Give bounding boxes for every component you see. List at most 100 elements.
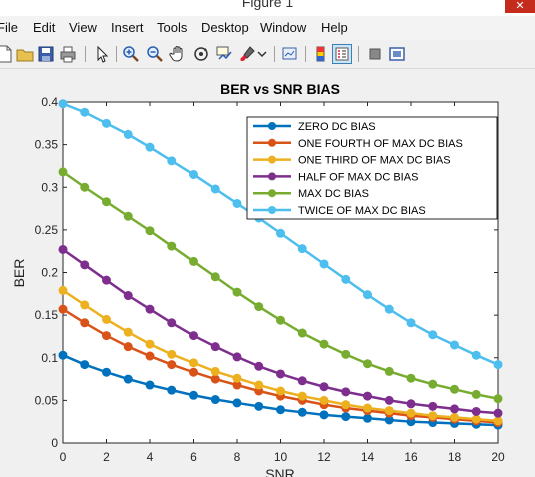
pan-hand-icon[interactable] (169, 45, 187, 63)
data-point (103, 119, 111, 127)
data-point (124, 328, 132, 336)
data-point (124, 292, 132, 300)
data-point (277, 406, 285, 414)
data-point (124, 343, 132, 351)
data-point (103, 368, 111, 376)
data-point (494, 409, 502, 417)
data-cursor-icon[interactable] (215, 45, 233, 63)
y-tick-label: 0.15 (35, 308, 59, 322)
data-point (81, 301, 89, 309)
show-plot-tools-icon[interactable] (388, 45, 406, 63)
data-point (342, 350, 350, 358)
figure-canvas: BER vs SNR BIAS SNR BER 0 2 4 6 8 10 12 14 16 18 2… (0, 69, 535, 477)
toolbar-separator (274, 46, 275, 62)
zoom-out-icon[interactable] (146, 45, 164, 63)
data-point (385, 407, 393, 415)
data-point (168, 350, 176, 358)
data-point (168, 361, 176, 369)
data-point (320, 383, 328, 391)
data-point (211, 375, 219, 383)
x-tick-label: 0 (60, 450, 67, 464)
legend-icon[interactable] (333, 45, 351, 63)
data-point (103, 276, 111, 284)
menu-help[interactable]: Help (321, 20, 348, 35)
close-button[interactable]: ✕ (505, 0, 535, 13)
zoom-in-icon[interactable] (122, 45, 140, 63)
data-point (451, 413, 459, 421)
data-point (407, 400, 415, 408)
x-tick-label: 14 (361, 450, 375, 464)
x-axis-label: SNR (265, 466, 295, 477)
data-point (364, 291, 372, 299)
legend-marker (268, 206, 276, 214)
chart-title: BER vs SNR BIAS (220, 81, 340, 97)
legend-marker (268, 189, 276, 197)
y-tick-label: 0.1 (41, 351, 58, 365)
data-point (407, 374, 415, 382)
link-plot-icon[interactable] (281, 45, 299, 63)
data-point (451, 385, 459, 393)
data-point (255, 381, 263, 389)
legend-entry-label: HALF OF MAX DC BIAS (298, 171, 418, 183)
data-point (320, 411, 328, 419)
y-tick-label: 0.3 (41, 180, 58, 194)
chevron-down-icon[interactable] (253, 45, 271, 63)
data-point (255, 303, 263, 311)
data-point (124, 212, 132, 220)
open-file-icon[interactable] (16, 45, 34, 63)
menu-edit[interactable]: Edit (33, 20, 55, 35)
legend-marker (268, 156, 276, 164)
menu-file[interactable]: File (0, 20, 18, 35)
save-icon[interactable] (37, 45, 55, 63)
data-point (451, 341, 459, 349)
x-tick-label: 18 (448, 450, 462, 464)
menu-tools[interactable]: Tools (157, 20, 187, 35)
data-point (364, 414, 372, 422)
new-figure-icon[interactable] (0, 45, 14, 63)
menu-bar: File Edit View Insert Tools Desktop Wind… (0, 16, 535, 40)
data-point (59, 305, 67, 313)
data-point (81, 361, 89, 369)
data-point (168, 319, 176, 327)
toolbar-separator (358, 46, 359, 62)
data-point (320, 396, 328, 404)
data-point (364, 404, 372, 412)
data-point (385, 396, 393, 404)
toolbar-separator (116, 46, 117, 62)
data-point (451, 405, 459, 413)
data-point (364, 360, 372, 368)
print-icon[interactable] (59, 45, 77, 63)
data-point (494, 361, 502, 369)
x-tick-label: 6 (190, 450, 197, 464)
y-tick-label: 0.4 (41, 95, 58, 109)
rotate-3d-icon[interactable] (192, 45, 210, 63)
data-point (190, 391, 198, 399)
data-point (168, 242, 176, 250)
data-point (211, 185, 219, 193)
colorbar-icon[interactable] (312, 45, 330, 63)
menu-desktop[interactable]: Desktop (201, 20, 249, 35)
data-point (298, 408, 306, 416)
data-point (342, 413, 350, 421)
data-point (385, 367, 393, 375)
x-tick-label: 16 (404, 450, 418, 464)
window-title: Figure 1 (0, 0, 535, 10)
x-tick-label: 4 (147, 450, 154, 464)
figure-toolbar (0, 40, 535, 69)
data-point (59, 351, 67, 359)
window-titlebar: Figure 1 ✕ (0, 0, 535, 16)
menu-insert[interactable]: Insert (111, 20, 144, 35)
hide-plot-tools-icon[interactable] (366, 45, 384, 63)
data-point (124, 130, 132, 138)
menu-window[interactable]: Window (260, 20, 306, 35)
legend[interactable]: ZERO DC BIAS ONE FOURTH OF MAX DC BIAS ONE… (247, 117, 497, 219)
legend-entry-label: ONE FOURTH OF MAX DC BIAS (298, 138, 463, 150)
menu-view[interactable]: View (69, 20, 97, 35)
data-point (59, 245, 67, 253)
toolbar-separator (85, 46, 86, 62)
data-point (211, 367, 219, 375)
data-point (103, 198, 111, 206)
pointer-icon[interactable] (93, 45, 111, 63)
legend-entry-label: ONE THIRD OF MAX DC BIAS (298, 155, 451, 167)
data-point (124, 375, 132, 383)
